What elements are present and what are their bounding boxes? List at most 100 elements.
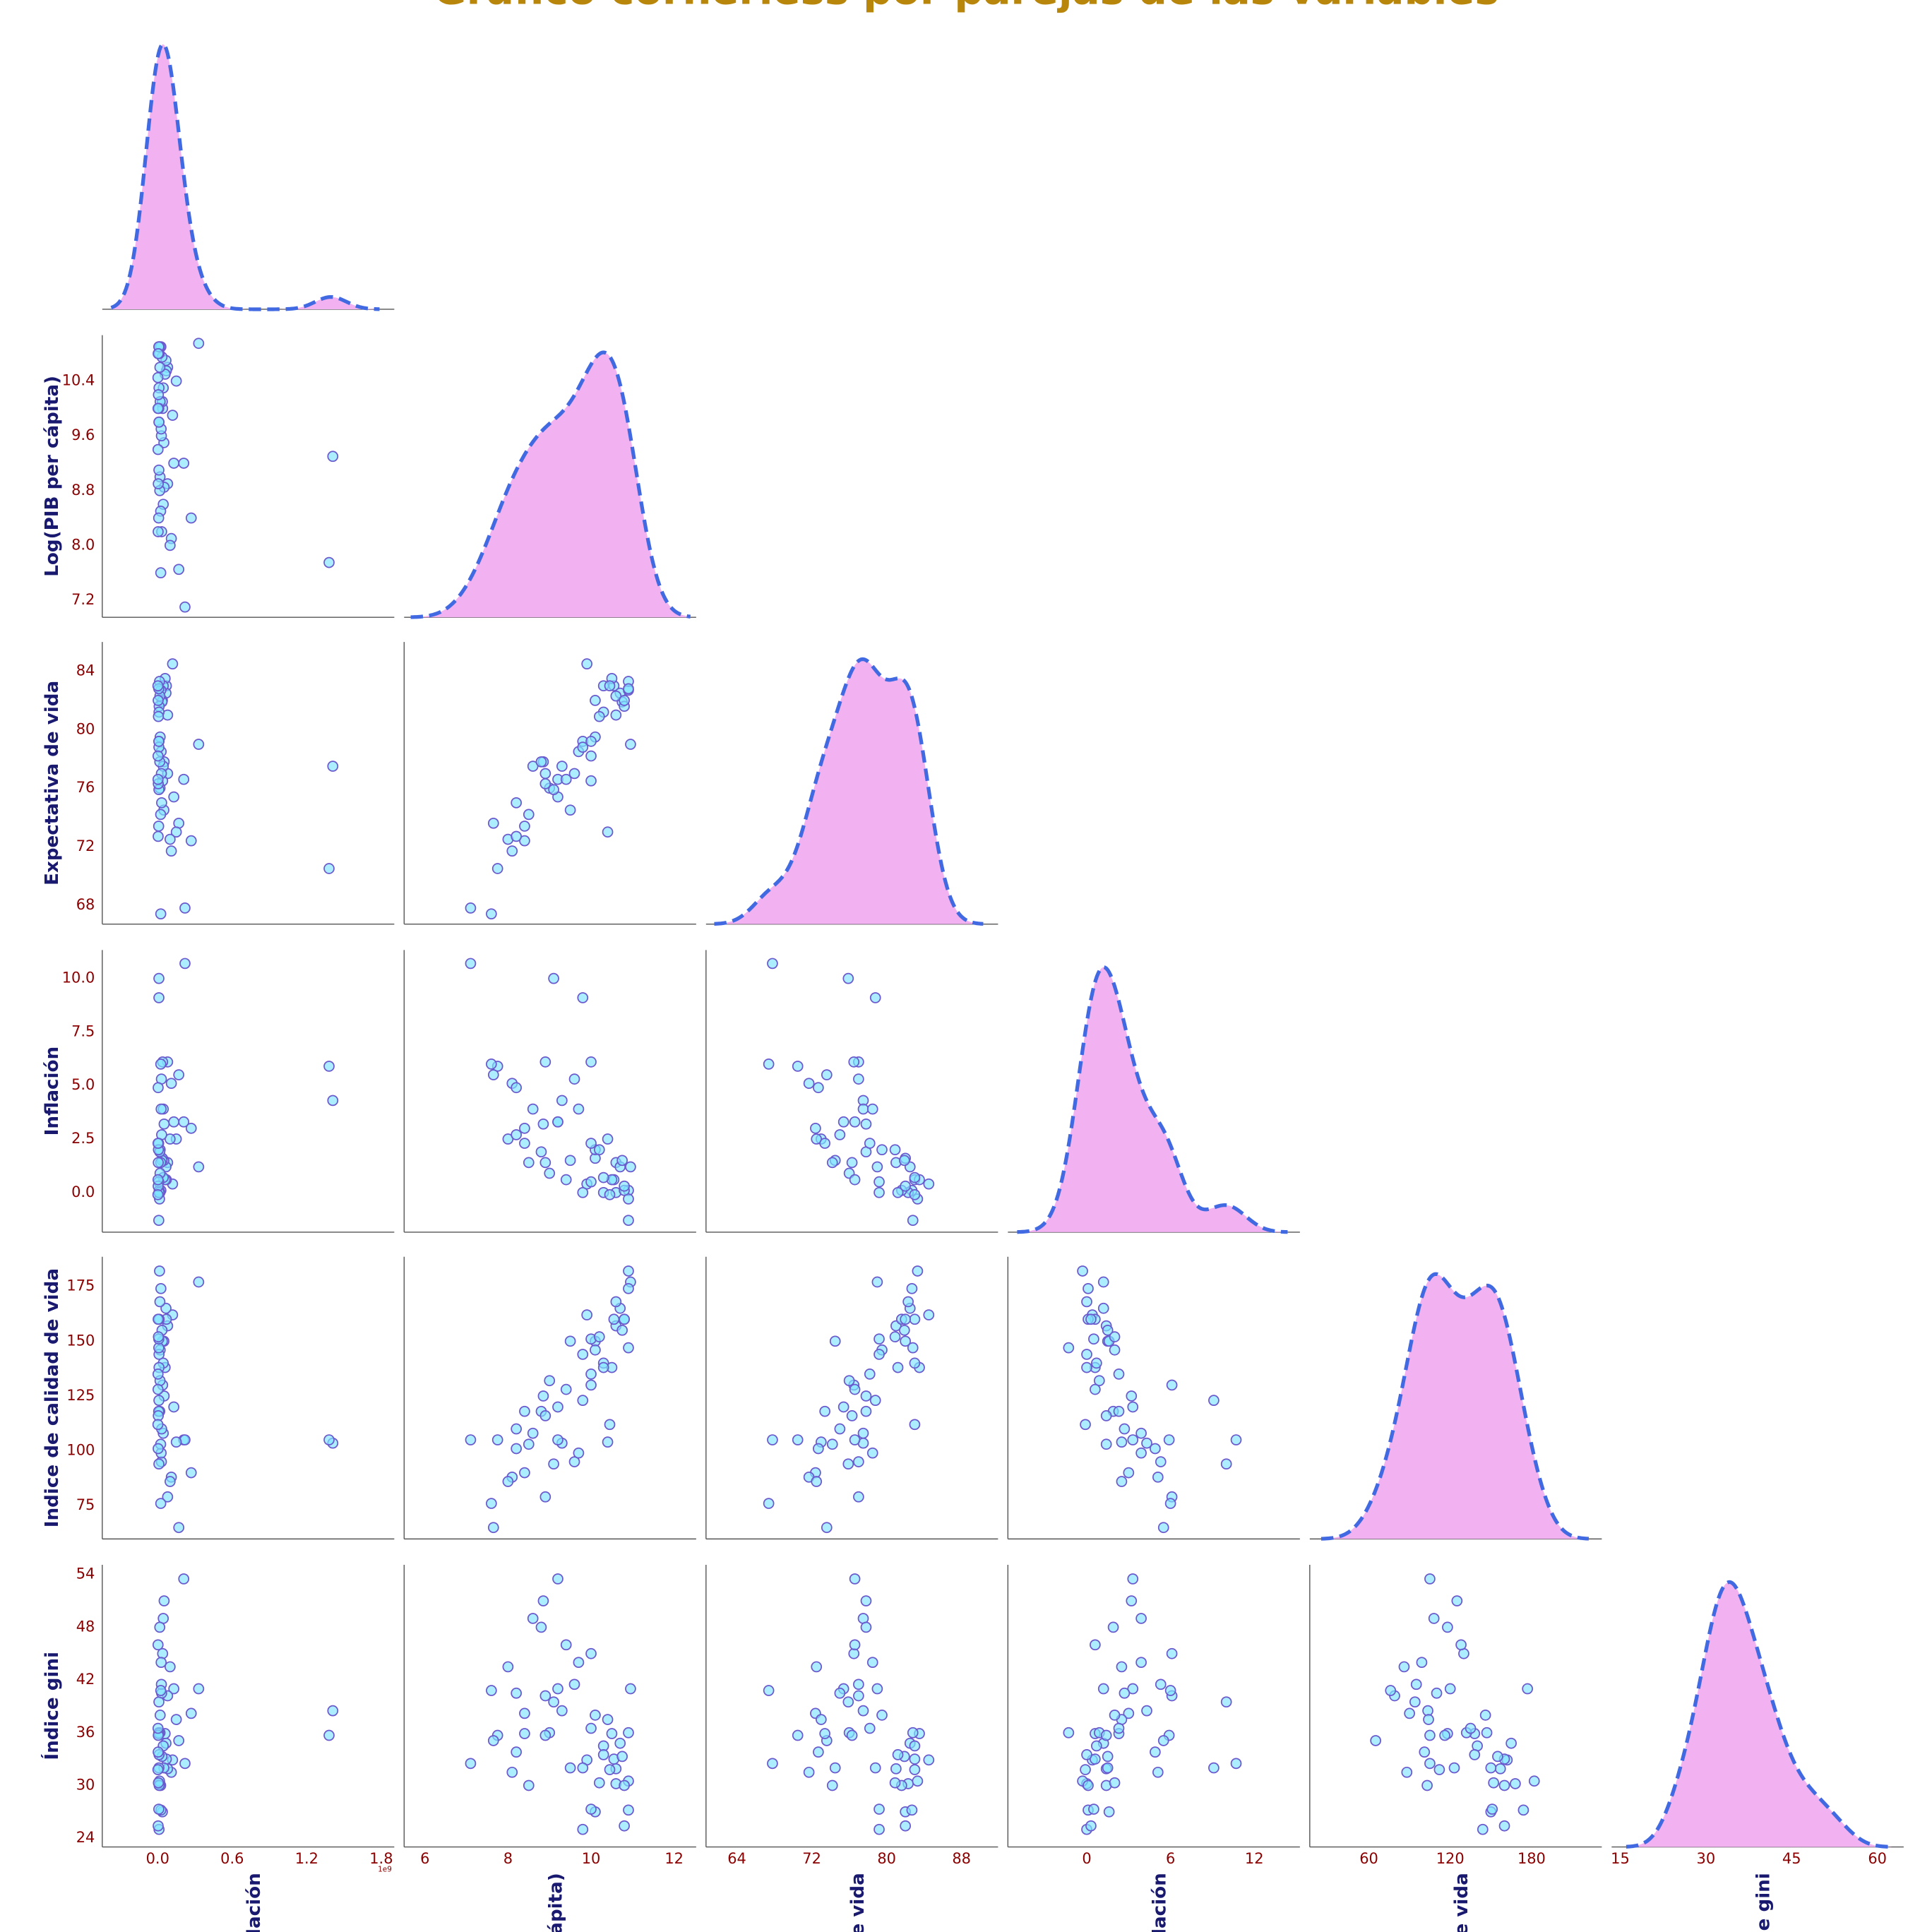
scatter-point	[819, 1138, 831, 1149]
scatter-point	[1498, 1820, 1510, 1832]
scatter-point	[864, 1368, 876, 1380]
scatter-point	[876, 1710, 888, 1721]
scatter-point	[848, 1056, 860, 1068]
scatter-point	[179, 1758, 191, 1770]
scatter-point	[857, 1427, 869, 1439]
scatter-point	[170, 1436, 182, 1448]
scatter-point	[1090, 1639, 1101, 1651]
scatter-point	[623, 1804, 634, 1816]
scatter-point	[892, 1186, 904, 1198]
scatter-point	[853, 1690, 864, 1702]
scatter-point	[1103, 1806, 1115, 1818]
scatter-point	[568, 1073, 580, 1085]
scatter-point	[623, 1282, 634, 1294]
scatter-point	[1081, 1361, 1092, 1373]
scatter-point	[323, 1434, 335, 1445]
scatter-point	[155, 1282, 167, 1294]
scatter-point	[486, 908, 497, 920]
scatter-point	[767, 958, 778, 970]
scatter-point	[152, 443, 164, 455]
scatter-point	[869, 1395, 881, 1407]
scatter-point	[1439, 1729, 1450, 1741]
scatter-point	[519, 1707, 530, 1719]
x-tick-label: 64	[727, 1850, 746, 1867]
scatter-point	[519, 1405, 530, 1417]
scatter-point	[821, 1069, 833, 1080]
scatter-point	[170, 826, 182, 838]
scatter-point	[1444, 1683, 1456, 1695]
scatter-point	[564, 1335, 576, 1347]
scatter-point	[829, 1335, 841, 1347]
scatter-point	[153, 710, 165, 722]
scatter-point	[604, 1188, 616, 1200]
scatter-point	[178, 773, 190, 785]
scatter-point	[843, 1375, 855, 1387]
scatter-point	[1141, 1705, 1152, 1717]
scatter-point	[486, 1059, 497, 1070]
scatter-point	[907, 1342, 919, 1354]
scatter-point	[153, 1820, 164, 1832]
scatter-point	[1522, 1683, 1534, 1695]
scatter-point	[909, 1419, 921, 1431]
scatter-point	[907, 1215, 919, 1227]
scatter-point	[857, 1103, 869, 1115]
scatter-point	[185, 512, 197, 524]
scatter-point	[152, 1368, 164, 1380]
scatter-point	[537, 1118, 549, 1130]
scatter-point	[853, 1491, 864, 1503]
scatter-point	[1385, 1685, 1397, 1696]
scatter-point	[1423, 1714, 1434, 1725]
scatter-point	[152, 371, 164, 383]
x-tick-label: 0	[1082, 1850, 1091, 1867]
scatter-point	[864, 1138, 876, 1149]
scatter-point	[152, 680, 164, 692]
scatter-point	[173, 1522, 185, 1534]
scatter-point	[816, 1714, 827, 1725]
scatter-point	[585, 1056, 597, 1068]
x-axis-label: Expectativa de vida	[847, 1873, 869, 1932]
scatter-point	[1116, 1661, 1128, 1673]
scatter-point	[502, 1476, 514, 1487]
scatter-point	[860, 1405, 872, 1417]
kde-area	[1017, 967, 1288, 1232]
scatter-point	[1080, 1419, 1091, 1431]
scatter-point	[811, 1661, 823, 1673]
scatter-point	[1100, 1410, 1112, 1421]
scatter-point	[486, 1685, 497, 1696]
scatter-point	[539, 1410, 551, 1421]
scatter-point	[1155, 1456, 1167, 1467]
scatter-point	[763, 1059, 775, 1070]
scatter-point	[1465, 1722, 1477, 1734]
scatter-point	[1421, 1779, 1433, 1791]
scatter-point	[623, 1265, 634, 1277]
x-tick-label: 120	[1436, 1850, 1465, 1867]
y-tick-label: 80	[76, 720, 95, 737]
scatter-point	[1113, 1368, 1125, 1380]
scatter-point	[539, 1729, 551, 1741]
scatter-point	[590, 695, 601, 706]
scatter-point	[548, 1696, 559, 1708]
scatter-point	[1370, 1735, 1381, 1746]
scatter-point	[619, 1313, 630, 1325]
scatter-point	[623, 1342, 634, 1354]
scatter-point	[623, 1727, 634, 1739]
scatter-point	[1113, 1722, 1125, 1734]
scatter-point	[829, 1762, 841, 1774]
scatter-point	[813, 1746, 824, 1758]
scatter-point	[519, 1123, 530, 1134]
scatter-point	[179, 601, 191, 613]
scatter-point	[1093, 1375, 1105, 1387]
x-tick-label: 6	[1166, 1850, 1175, 1867]
scatter-point	[842, 1458, 854, 1470]
scatter-point	[577, 992, 589, 1003]
scatter-point	[834, 1423, 846, 1435]
scatter-point	[168, 1116, 179, 1128]
scatter-point	[155, 567, 167, 579]
scatter-point	[810, 1123, 821, 1134]
scatter-point	[1479, 1710, 1491, 1721]
scatter-point	[152, 402, 164, 415]
scatter-point	[623, 683, 634, 695]
scatter-point	[625, 1161, 636, 1173]
scatter-point	[792, 1434, 804, 1445]
x-tick-label: 180	[1517, 1850, 1546, 1867]
